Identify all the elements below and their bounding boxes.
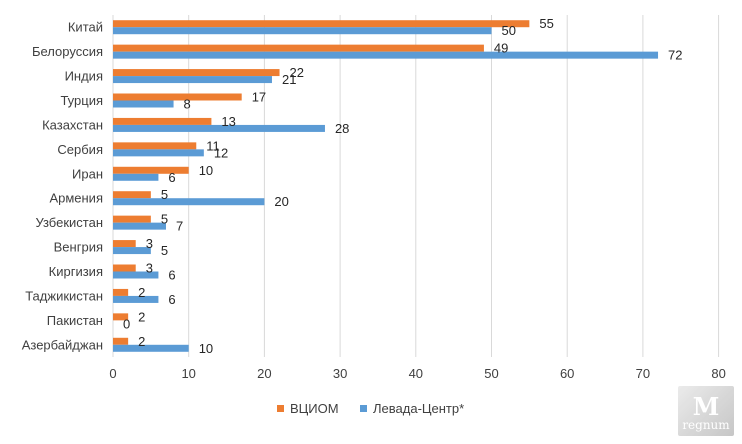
category-label-сербия: Сербия (57, 142, 103, 157)
watermark-mark: M (692, 392, 720, 421)
data-label-левада-центр--китай: 50 (502, 23, 516, 38)
regnum-watermark: M regnum (678, 386, 734, 436)
bar-левада-центр--казахстан (113, 124, 325, 132)
bar-вциом-узбекистан (113, 215, 151, 223)
watermark-text: regnum (682, 418, 730, 432)
bar-левада-центр--узбекистан (113, 222, 166, 230)
bar-вциом-индия (113, 69, 280, 77)
category-label-узбекистан: Узбекистан (35, 215, 103, 230)
bar-вциом-китай (113, 20, 530, 28)
bar-вциом-киргизия (113, 264, 136, 272)
bar-левада-центр--китай (113, 27, 492, 35)
data-label-вциом-иран: 10 (199, 163, 213, 178)
category-label-индия: Индия (65, 69, 103, 84)
category-label-венгрия: Венгрия (54, 240, 103, 255)
data-label-вциом-узбекистан: 5 (161, 212, 168, 227)
x-tick-label-50: 50 (484, 366, 498, 381)
data-label-вциом-киргизия: 3 (146, 261, 153, 276)
data-label-левада-центр--индия: 21 (282, 72, 296, 87)
x-tick-label-40: 40 (409, 366, 423, 381)
data-label-левада-центр--венгрия: 5 (161, 243, 168, 258)
data-label-вциом-армения: 5 (161, 187, 168, 202)
data-label-левада-центр--иран: 6 (168, 170, 175, 185)
bar-левада-центр--азербайджан (113, 344, 189, 352)
category-label-пакистан: Пакистан (47, 313, 103, 328)
category-label-казахстан: Казахстан (42, 117, 103, 132)
data-label-левада-центр--таджикистан: 6 (168, 292, 175, 307)
x-axis-ticks: 0 10 20 30 40 50 60 70 80 (109, 366, 725, 381)
legend-swatch-vciom (277, 405, 284, 412)
category-label-киргизия: Киргизия (49, 264, 103, 279)
bars (113, 20, 659, 352)
data-label-вциом-китай: 55 (539, 16, 553, 31)
category-label-турция: Турция (60, 93, 103, 108)
legend-label-levada: Левада-Центр* (373, 401, 464, 416)
bar-вциом-иран (113, 166, 189, 174)
bar-вциом-таджикистан (113, 288, 129, 296)
data-label-левада-центр--армения: 20 (274, 194, 288, 209)
data-label-вциом-венгрия: 3 (146, 236, 153, 251)
category-label-армения: Армения (49, 191, 103, 206)
bar-вциом-казахстан (113, 117, 212, 125)
x-tick-label-80: 80 (711, 366, 725, 381)
data-label-левада-центр--белоруссия: 72 (668, 48, 682, 63)
x-tick-label-10: 10 (181, 366, 195, 381)
x-tick-label-0: 0 (109, 366, 116, 381)
data-label-левада-центр--пакистан: 0 (123, 316, 130, 331)
category-label-азербайджан: Азербайджан (22, 337, 103, 352)
data-label-вциом-турция: 17 (252, 90, 266, 105)
category-label-китай: Китай (68, 20, 103, 35)
data-label-левада-центр--сербия: 12 (214, 145, 228, 160)
data-label-левада-центр--азербайджан: 10 (199, 341, 213, 356)
bar-левада-центр--турция (113, 100, 174, 108)
bar-левада-центр--индия (113, 76, 272, 84)
data-label-левада-центр--узбекистан: 7 (176, 219, 183, 234)
bar-левада-центр--венгрия (113, 247, 151, 255)
data-label-вциом-казахстан: 13 (221, 114, 235, 129)
data-label-левада-центр--казахстан: 28 (335, 121, 349, 136)
bar-вциом-венгрия (113, 240, 136, 248)
bar-левада-центр--армения (113, 198, 265, 206)
data-label-левада-центр--турция: 8 (184, 97, 191, 112)
x-tick-label-20: 20 (257, 366, 271, 381)
gridlines (112, 15, 720, 357)
legend-label-vciom: ВЦИОМ (290, 401, 339, 416)
bar-вциом-пакистан (113, 313, 129, 321)
bar-левада-центр--белоруссия (113, 51, 659, 59)
x-tick-label-30: 30 (333, 366, 347, 381)
bar-вциом-армения (113, 191, 151, 199)
x-tick-label-70: 70 (636, 366, 650, 381)
data-label-вциом-азербайджан: 2 (138, 334, 145, 349)
data-label-вциом-белоруссия: 49 (494, 41, 508, 56)
data-label-вциом-таджикистан: 2 (138, 285, 145, 300)
bar-левада-центр--сербия (113, 149, 204, 157)
legend-swatch-levada (360, 405, 367, 412)
bar-вциом-сербия (113, 142, 197, 150)
category-label-иран: Иран (72, 166, 103, 181)
legend: ВЦИОМ Левада-Центр* (277, 401, 464, 416)
data-label-вциом-сербия: 11 (206, 138, 220, 153)
bar-левада-центр--иран (113, 173, 159, 181)
bar-вциом-азербайджан (113, 337, 129, 345)
data-label-вциом-пакистан: 2 (138, 309, 145, 324)
bar-левада-центр--таджикистан (113, 295, 159, 303)
data-label-вциом-индия: 22 (290, 65, 304, 80)
bar-вциом-турция (113, 93, 242, 101)
category-label-таджикистан: Таджикистан (25, 288, 103, 303)
bar-вциом-белоруссия (113, 44, 484, 52)
bar-левада-центр--киргизия (113, 271, 159, 279)
category-labels: Китай Белоруссия Индия Турция Казахстан Серби… (22, 20, 103, 353)
category-label-белоруссия: Белоруссия (32, 44, 103, 59)
x-tick-label-60: 60 (560, 366, 574, 381)
data-label-левада-центр--киргизия: 6 (168, 268, 175, 283)
